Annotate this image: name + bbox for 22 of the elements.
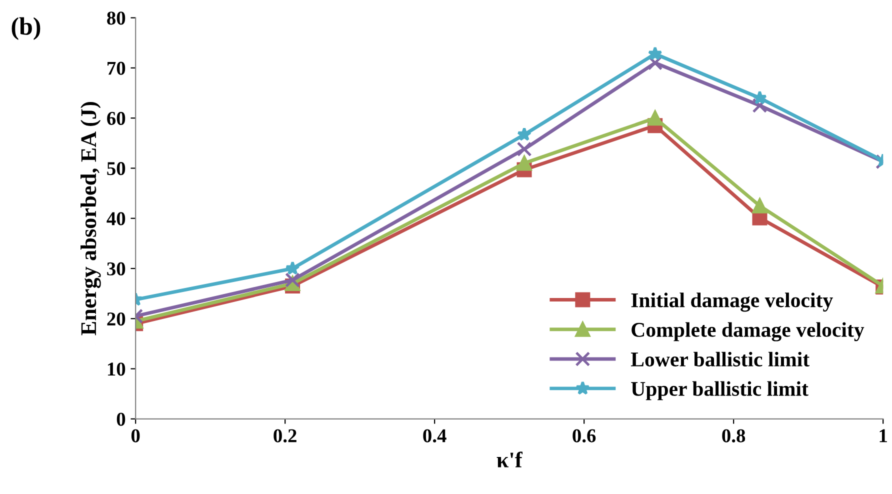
- y-tick-label: 50: [107, 162, 126, 176]
- y-tick-label: 10: [108, 362, 126, 376]
- y-tick-label: 60: [107, 112, 126, 126]
- y-tick-label: 40: [106, 212, 126, 226]
- legend-label: Complete damage velocity: [632, 322, 864, 342]
- text: (b): [12, 17, 40, 40]
- x-tick-label: 0: [131, 429, 140, 442]
- x-axis-title: κ'f: [496, 452, 523, 468]
- y-tick-label: 70: [108, 62, 126, 75]
- x-tick-label: 1: [880, 429, 887, 442]
- x-tick-label: 0.8: [722, 429, 746, 442]
- y-tick-label: 0: [116, 412, 126, 426]
- legend-label: Upper ballistic limit: [631, 381, 808, 400]
- x-tick-label: 0.6: [572, 429, 596, 442]
- legend-label: Initial damage velocity: [631, 292, 833, 312]
- y-tick-label: 20: [107, 312, 126, 326]
- x-tick-label: 0.2: [274, 429, 296, 442]
- legend-label: Lower ballistic limit: [630, 352, 810, 366]
- y-tick-label: 80: [107, 12, 126, 25]
- x-tick-label: 0.4: [423, 429, 446, 442]
- y-axis-title: Energy absorbed, EA (J): [80, 102, 101, 336]
- y-tick-label: 30: [107, 262, 126, 276]
